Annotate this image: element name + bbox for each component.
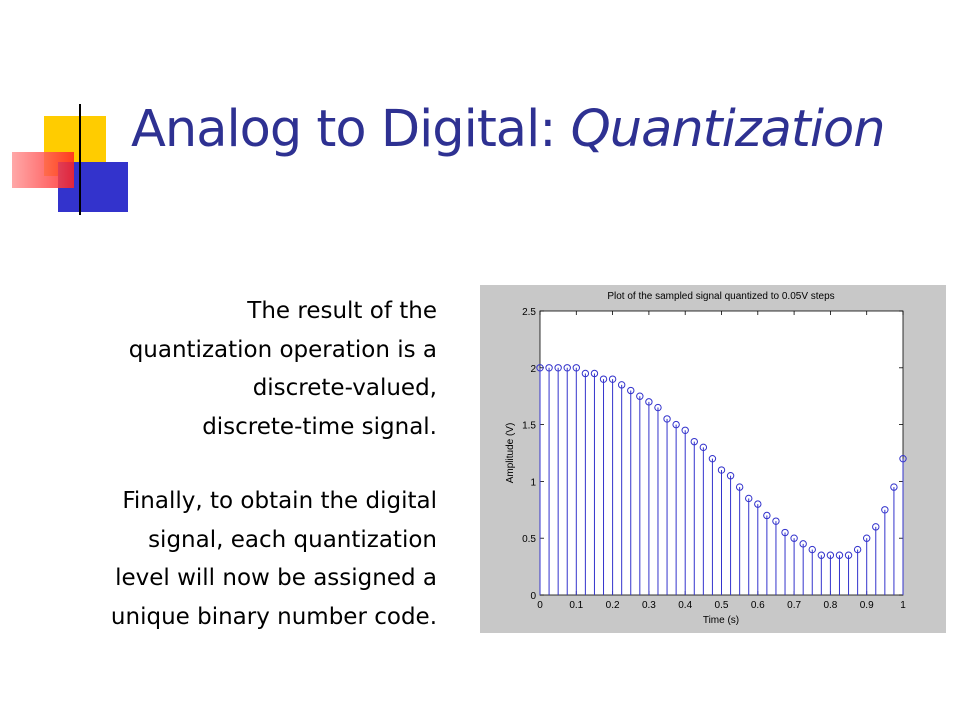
- x-tick-label: 0.1: [569, 600, 583, 611]
- slide-title: Analog to Digital: Quantization: [131, 100, 886, 159]
- red-square: [12, 152, 74, 188]
- x-axis-label: Time (s): [703, 615, 739, 626]
- stem-marker: [881, 506, 889, 514]
- stem-marker: [545, 364, 553, 372]
- stem-marker: [690, 437, 698, 446]
- chart-title: Plot of the sampled signal quantized to …: [607, 291, 834, 302]
- stem-marker: [636, 392, 644, 400]
- stem-marker: [863, 534, 871, 542]
- stem-marker: [554, 364, 562, 372]
- x-tick-label: 0.3: [642, 600, 656, 611]
- y-tick-label: 1: [530, 477, 536, 488]
- stem-marker: [572, 364, 581, 372]
- x-tick-label: 0.9: [860, 600, 874, 611]
- stem-marker: [872, 523, 880, 531]
- stem-marker: [745, 494, 753, 503]
- stem-marker: [781, 528, 789, 537]
- stem-marker: [599, 375, 608, 383]
- stem-marker: [672, 420, 680, 429]
- x-tick-label: 0.5: [715, 600, 729, 611]
- y-tick-label: 0: [530, 591, 536, 602]
- stem-marker: [844, 551, 853, 559]
- text-line: discrete-valued,: [252, 375, 437, 401]
- y-axis-label: Amplitude (V): [505, 423, 516, 484]
- x-tick-label: 0: [537, 600, 543, 611]
- stem-marker: [717, 466, 726, 474]
- stem-marker: [790, 534, 798, 542]
- stem-marker: [754, 500, 762, 508]
- stem-marker: [735, 483, 744, 491]
- stem-marker: [645, 398, 653, 406]
- title-emphasis: Quantization: [570, 100, 886, 159]
- stem-marker: [826, 551, 835, 559]
- text-line: signal, each quantization: [148, 526, 437, 553]
- stem-marker: [536, 364, 544, 372]
- stem-marker: [853, 545, 862, 554]
- paragraph: The result of the quantization operation…: [129, 292, 437, 446]
- stem-marker: [726, 472, 735, 480]
- x-tick-label: 1: [900, 600, 906, 611]
- stem-marker: [772, 517, 780, 525]
- stem-marker: [681, 426, 689, 434]
- stem-marker: [590, 369, 599, 378]
- x-tick-label: 0.4: [678, 600, 692, 611]
- stem-marker: [699, 443, 708, 452]
- stem-marker: [835, 551, 844, 559]
- x-tick-label: 0.8: [823, 600, 837, 611]
- text-line: discrete-time signal.: [202, 413, 437, 440]
- stem-marker: [654, 403, 662, 412]
- text-line: Finally, to obtain the digital: [122, 488, 437, 514]
- x-tick-label: 0.7: [787, 600, 801, 611]
- stem-marker: [708, 454, 717, 463]
- stem-marker: [899, 454, 907, 463]
- text-line: quantization operation is a: [128, 336, 437, 363]
- text-line: level will now be assigned a: [115, 565, 437, 591]
- stem-marker: [563, 364, 571, 372]
- y-tick-label: 0.5: [522, 534, 536, 545]
- stem-marker: [627, 386, 635, 395]
- y-tick-label: 1.5: [522, 421, 536, 432]
- stem-marker: [581, 369, 590, 378]
- chart: Plot of the sampled signal quantized to …: [480, 285, 946, 633]
- stem-marker: [617, 381, 626, 389]
- stem-marker: [608, 375, 617, 383]
- x-tick-label: 0.6: [751, 600, 765, 611]
- y-tick-label: 2.5: [522, 307, 536, 318]
- stem-marker: [799, 540, 807, 548]
- stem-marker: [808, 545, 816, 554]
- stem-marker: [663, 415, 671, 423]
- text-line: unique binary number code.: [110, 603, 437, 630]
- x-tick-label: 0.2: [606, 600, 620, 611]
- paragraph: Finally, to obtain the digital signal, e…: [111, 482, 437, 636]
- title-main: Analog to Digital:: [131, 100, 556, 159]
- stem-marker: [817, 551, 826, 559]
- y-tick-label: 2: [530, 364, 536, 375]
- stem-marker: [890, 483, 898, 491]
- text-line: The result of the: [247, 298, 437, 324]
- stem-marker: [763, 511, 771, 520]
